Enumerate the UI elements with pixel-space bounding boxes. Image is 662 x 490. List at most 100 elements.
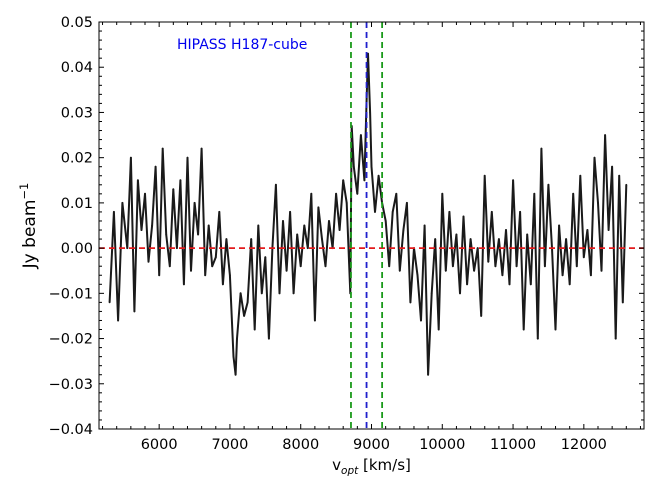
data-point: [441, 192, 444, 195]
data-point: [420, 319, 422, 322]
data-point: [455, 233, 458, 236]
x-axis-label-unit: [km/s]: [358, 456, 411, 474]
data-point: [282, 220, 284, 222]
data-point: [547, 183, 550, 186]
data-point: [137, 179, 139, 182]
data-point: [409, 301, 412, 304]
data-point: [501, 274, 504, 277]
data-point: [236, 337, 238, 340]
data-point: [264, 256, 267, 259]
data-point: [222, 283, 224, 286]
data-point: [113, 211, 115, 213]
data-point: [593, 156, 596, 159]
data-point: [505, 229, 507, 231]
data-point: [158, 274, 161, 277]
data-point: [544, 265, 546, 268]
data-point: [452, 265, 454, 268]
data-point: [498, 238, 500, 241]
data-point: [165, 233, 168, 236]
data-point: [126, 247, 129, 250]
y-tick-label: −0.03: [49, 377, 93, 393]
data-point: [377, 174, 380, 177]
data-point: [250, 238, 253, 241]
data-point: [352, 165, 355, 168]
data-point: [292, 292, 295, 295]
data-point: [275, 183, 277, 186]
data-point: [611, 165, 613, 168]
data-point: [342, 179, 345, 182]
data-point: [508, 283, 511, 286]
x-tick-label: 10000: [419, 437, 465, 453]
data-point: [310, 192, 313, 195]
data-point: [416, 274, 419, 277]
data-point: [625, 183, 628, 186]
data-point: [526, 233, 529, 236]
data-point: [133, 310, 136, 313]
data-point: [268, 337, 270, 340]
series-layer: [108, 52, 628, 376]
data-point: [108, 301, 111, 304]
data-point: [388, 265, 391, 268]
y-tick-label: 0.02: [61, 151, 93, 167]
data-point: [193, 202, 196, 204]
data-point: [299, 265, 302, 268]
ticks-layer: 6000 7000 8000 9000 10000 11000 12000 −0.04 −0.0…: [49, 15, 644, 453]
y-tick-label: 0.01: [61, 196, 93, 212]
data-point: [469, 238, 472, 241]
data-point: [190, 269, 192, 272]
x-tick-label: 6000: [141, 437, 178, 453]
data-point: [147, 260, 150, 263]
data-point: [437, 328, 440, 331]
x-tick-label: 7000: [211, 437, 248, 453]
data-point: [529, 283, 532, 286]
data-point: [204, 274, 207, 277]
data-point: [423, 224, 426, 227]
data-point: [476, 247, 479, 250]
data-point: [335, 192, 337, 195]
data-point: [586, 229, 589, 231]
data-point: [260, 292, 263, 295]
series-line-0: [108, 52, 628, 376]
data-point: [462, 215, 465, 218]
data-point: [243, 315, 246, 317]
data-point: [367, 52, 369, 55]
reference-lines-layer: [99, 22, 644, 429]
data-point: [172, 188, 175, 191]
y-tick-label: 0.00: [61, 241, 93, 257]
data-point: [395, 192, 398, 195]
data-point: [253, 328, 256, 331]
data-point: [582, 256, 585, 259]
y-tick-label: 0.04: [61, 60, 93, 76]
data-point: [117, 319, 119, 322]
y-tick-label: −0.02: [49, 332, 93, 348]
data-point: [363, 179, 366, 182]
data-point: [554, 328, 557, 331]
data-point: [324, 265, 327, 268]
data-point: [473, 269, 475, 272]
data-point: [121, 202, 124, 204]
x-axis-label-subscript: opt: [341, 465, 359, 477]
data-point: [370, 165, 373, 168]
data-point: [338, 229, 341, 231]
data-point: [246, 301, 249, 304]
data-point: [369, 111, 371, 114]
data-point: [459, 292, 461, 295]
data-point: [402, 229, 405, 231]
data-point: [239, 292, 242, 295]
data-point: [494, 265, 497, 268]
data-point: [575, 265, 578, 268]
data-point: [384, 220, 387, 222]
data-point: [565, 238, 567, 241]
data-point: [211, 265, 214, 268]
data-point: [328, 220, 330, 222]
y-tick-label: −0.04: [49, 422, 93, 438]
data-point: [200, 147, 203, 150]
data-point: [561, 274, 564, 277]
x-tick-label: 8000: [282, 437, 319, 453]
data-point: [356, 192, 359, 195]
data-point: [579, 174, 582, 177]
data-point: [314, 319, 316, 322]
data-point: [317, 206, 320, 209]
data-point: [140, 229, 143, 231]
data-point: [607, 229, 610, 231]
